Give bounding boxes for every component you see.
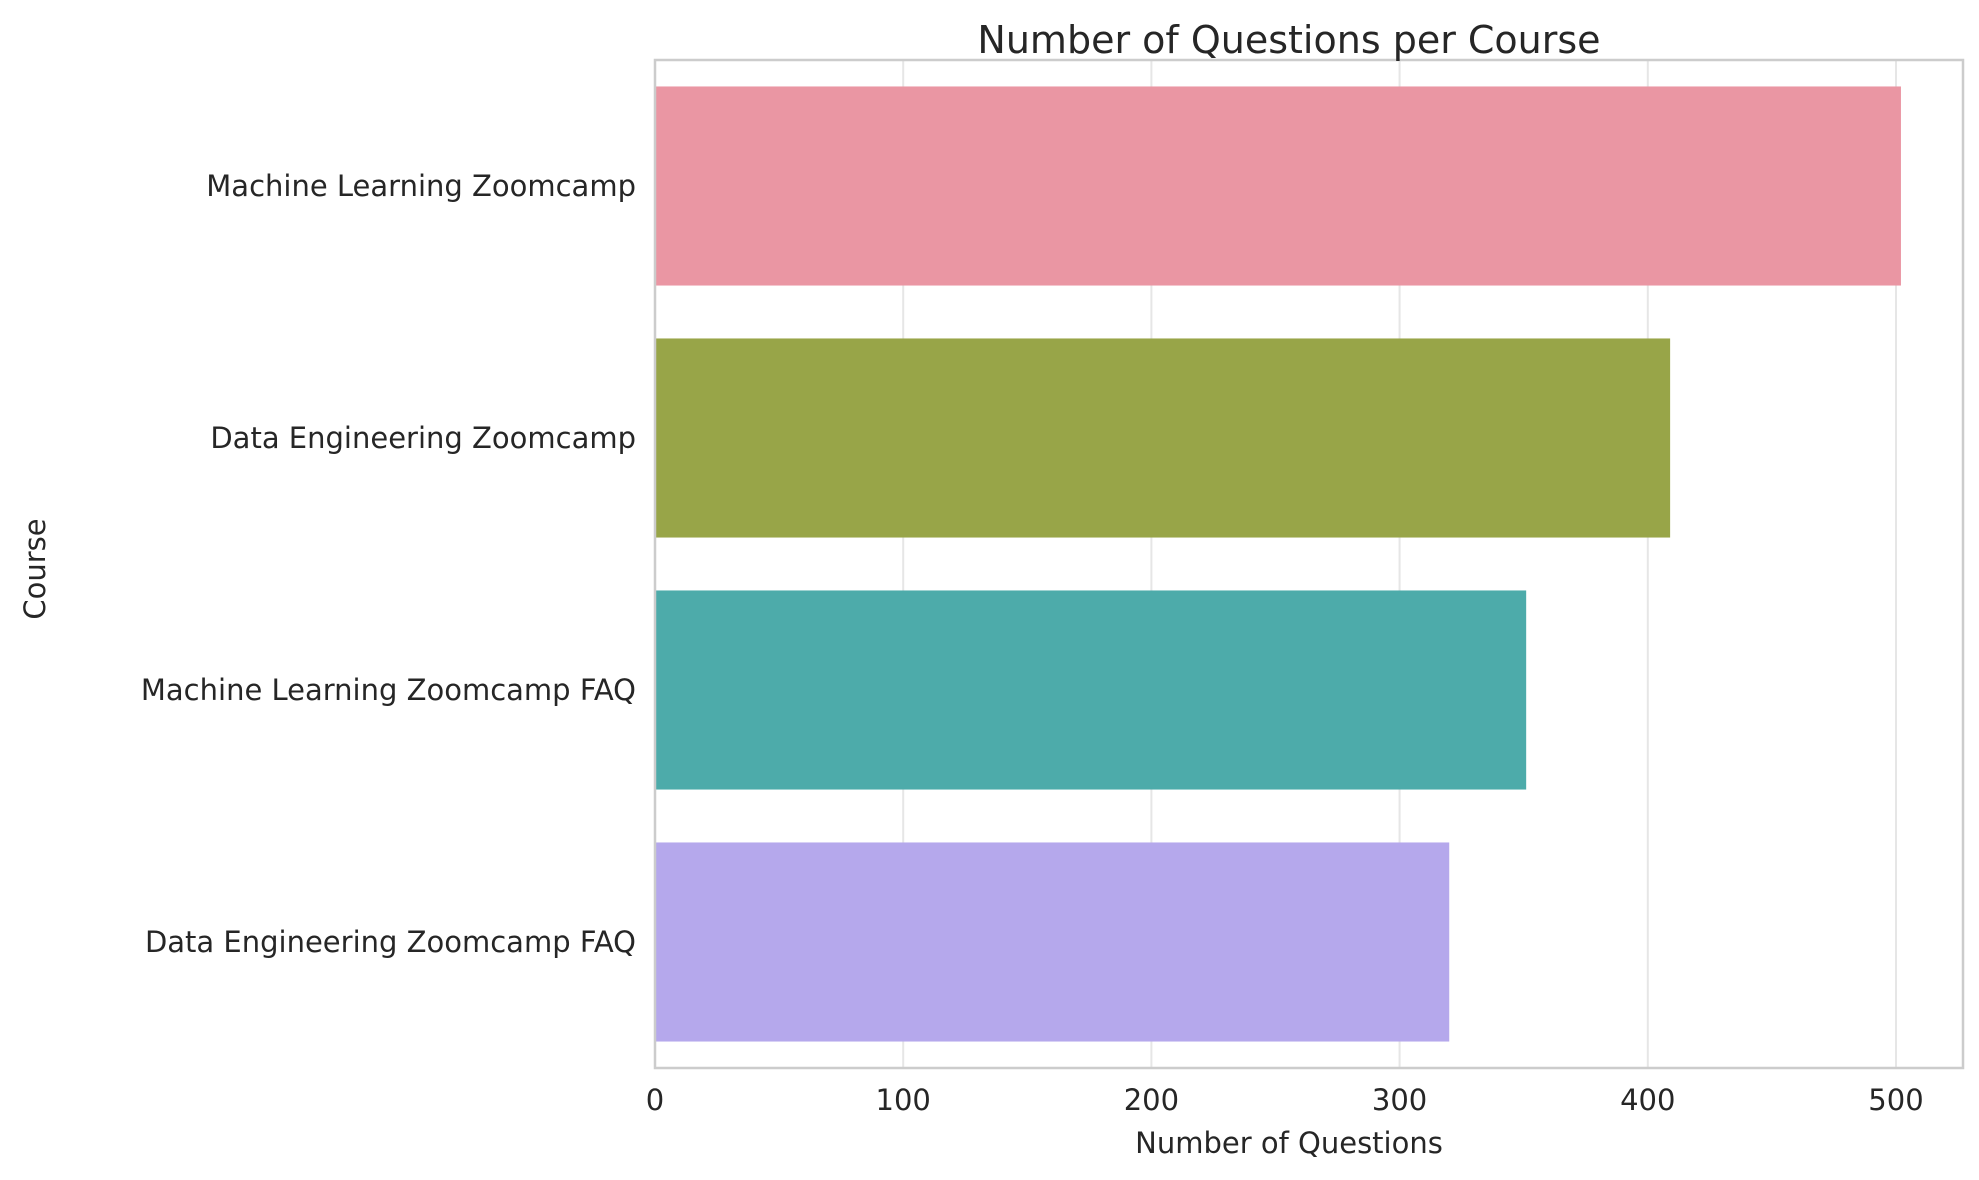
bar bbox=[655, 842, 1450, 1042]
x-tick-label: 400 bbox=[1620, 1083, 1675, 1117]
bar bbox=[655, 86, 1901, 286]
y-tick-label: Data Engineering Zoomcamp FAQ bbox=[145, 925, 636, 959]
y-tick-label: Machine Learning Zoomcamp bbox=[206, 169, 636, 203]
x-tick-label: 300 bbox=[1372, 1083, 1427, 1117]
x-axis-label: Number of Questions bbox=[1135, 1126, 1443, 1160]
x-tick-label: 0 bbox=[646, 1083, 664, 1117]
bar bbox=[655, 590, 1527, 790]
x-tick-label: 200 bbox=[1124, 1083, 1179, 1117]
y-tick-label: Data Engineering Zoomcamp bbox=[210, 421, 636, 455]
y-tick-labels: Machine Learning Zoomcamp Data Engineerin… bbox=[141, 169, 636, 959]
bar bbox=[655, 338, 1671, 538]
chart-title: Number of Questions per Course bbox=[977, 18, 1600, 62]
plot-frame bbox=[653, 58, 1965, 1070]
x-tick-label: 100 bbox=[876, 1083, 931, 1117]
x-tick-label: 500 bbox=[1868, 1083, 1923, 1117]
bars bbox=[655, 86, 1901, 1042]
x-tick-labels: 0 100 200 300 400 500 bbox=[646, 1083, 1924, 1117]
y-tick-label: Machine Learning Zoomcamp FAQ bbox=[141, 673, 636, 707]
y-axis-label: Course bbox=[18, 518, 52, 619]
